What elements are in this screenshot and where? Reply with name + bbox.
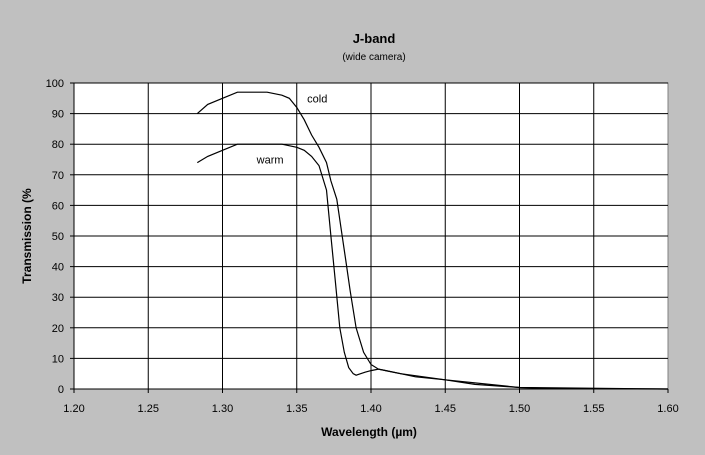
x-tick-label: 1.45 xyxy=(435,403,456,415)
y-tick-label: 20 xyxy=(52,323,64,335)
y-tick-label: 90 xyxy=(52,109,64,121)
y-tick-label: 30 xyxy=(52,292,64,304)
x-tick-label: 1.60 xyxy=(657,403,678,415)
x-tick-label: 1.30 xyxy=(212,403,233,415)
y-tick-label: 70 xyxy=(52,170,64,182)
x-tick-label: 1.20 xyxy=(63,403,84,415)
x-tick-label: 1.55 xyxy=(583,403,604,415)
y-tick-label: 40 xyxy=(52,262,64,274)
chart-subtitle: (wide camera) xyxy=(342,52,405,63)
y-tick-label: 100 xyxy=(46,78,64,90)
y-tick-label: 60 xyxy=(52,200,64,212)
x-tick-label: 1.25 xyxy=(138,403,159,415)
y-axis-label: Transmission (% xyxy=(20,188,34,284)
y-tick-label: 50 xyxy=(52,231,64,243)
y-tick-label: 0 xyxy=(58,384,64,396)
series-line-warm xyxy=(196,143,669,390)
x-tick-label: 1.40 xyxy=(360,403,381,415)
series-label-cold: cold xyxy=(307,93,327,105)
x-tick-label: 1.35 xyxy=(286,403,307,415)
y-tick-label: 80 xyxy=(52,139,64,151)
y-tick-label: 10 xyxy=(52,353,64,365)
chart-title: J-band xyxy=(353,31,396,46)
series-label-warm: warm xyxy=(256,155,284,167)
x-tick-label: 1.50 xyxy=(509,403,530,415)
x-axis-label: Wavelength (µm) xyxy=(321,425,417,439)
